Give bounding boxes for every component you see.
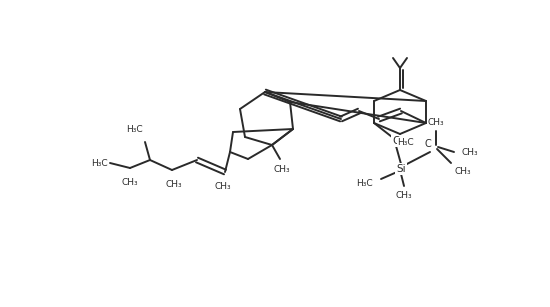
Text: C: C <box>424 139 431 149</box>
Text: CH₃: CH₃ <box>428 118 444 127</box>
Text: CH₃: CH₃ <box>461 147 477 157</box>
Text: H₃C: H₃C <box>398 138 414 146</box>
Text: CH₃: CH₃ <box>122 178 138 187</box>
Text: CH₃: CH₃ <box>395 191 412 200</box>
Text: Si: Si <box>396 164 406 174</box>
Text: H₃C: H₃C <box>356 180 373 188</box>
Text: H₃C: H₃C <box>126 125 143 134</box>
Text: CH₃: CH₃ <box>166 180 182 189</box>
Text: CH₃: CH₃ <box>274 165 290 174</box>
Text: O: O <box>392 136 400 146</box>
Text: CH₃: CH₃ <box>214 182 232 191</box>
Text: CH₃: CH₃ <box>454 167 471 176</box>
Text: H₃C: H₃C <box>91 158 108 168</box>
